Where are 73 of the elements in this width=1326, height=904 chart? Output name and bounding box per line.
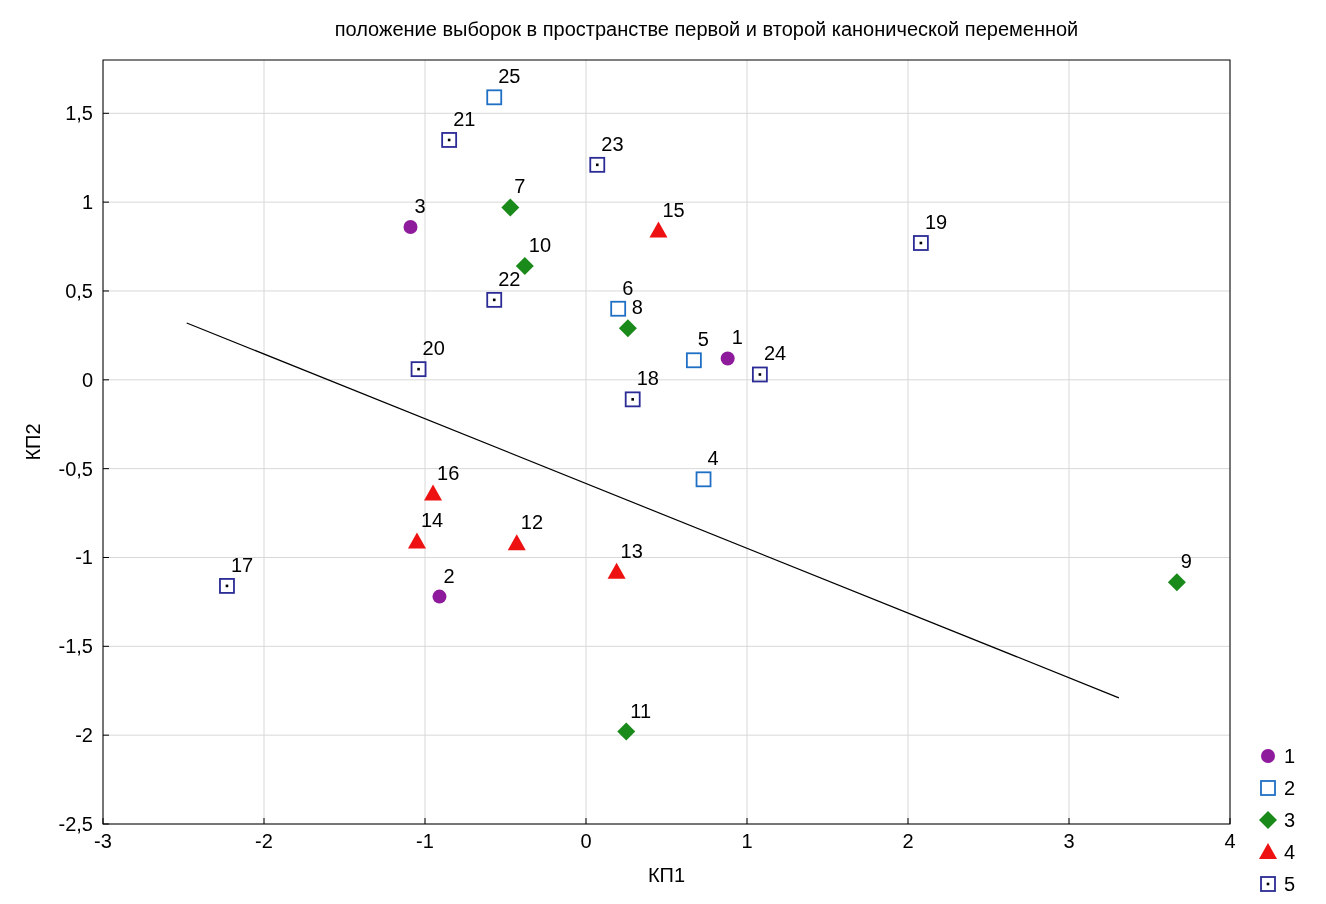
point — [410, 361, 427, 378]
y-tick-label: -2,5 — [58, 813, 93, 835]
annotation: 2 — [443, 564, 455, 587]
point — [685, 352, 702, 369]
point — [407, 532, 426, 549]
point — [486, 291, 503, 308]
annotation: 10 — [528, 234, 552, 257]
point — [507, 534, 526, 551]
chart-title: положение выборок в пространстве первой и второй канонической переменной — [334, 18, 1079, 40]
annotation: 19 — [924, 211, 948, 233]
annotation: 21 — [453, 107, 476, 130]
y-tick-label: -1 — [75, 546, 93, 569]
annotation: 18 — [636, 367, 659, 390]
annotation: 24 — [763, 342, 787, 365]
point — [424, 484, 443, 501]
annotation: 23 — [601, 132, 624, 155]
point — [912, 235, 929, 251]
x-tick-label: 0 — [580, 830, 592, 852]
point — [441, 132, 458, 148]
point — [720, 351, 735, 366]
x-tick-label: -1 — [416, 830, 434, 852]
point — [607, 562, 626, 579]
x-axis-title: КП1 — [647, 864, 686, 886]
annotation: 7 — [514, 175, 526, 198]
x-tick-label: 4 — [1224, 830, 1236, 852]
point — [403, 220, 418, 235]
annotation: 16 — [437, 461, 460, 484]
x-tick-label: -3 — [94, 830, 112, 852]
x-tick-label: -2 — [255, 830, 273, 852]
x-tick-label: 3 — [1063, 830, 1075, 852]
point — [649, 221, 668, 238]
point — [1167, 573, 1186, 592]
y-tick-label: -1,5 — [58, 635, 93, 658]
legend-label: 1 — [1284, 745, 1296, 767]
point — [501, 198, 520, 217]
annotation: 11 — [630, 699, 652, 722]
point — [219, 578, 235, 594]
y-tick-label: 0 — [81, 368, 93, 391]
annotation: 25 — [498, 65, 521, 88]
annotation: 17 — [230, 553, 254, 576]
x-tick-label: 2 — [902, 830, 914, 852]
point — [610, 300, 627, 317]
annotation: 20 — [422, 337, 445, 360]
point — [486, 89, 503, 106]
annotation: 9 — [1180, 550, 1192, 573]
y-tick-label: 1 — [81, 191, 93, 214]
annotation: 8 — [631, 296, 643, 319]
y-tick-label: 1,5 — [65, 102, 93, 125]
point — [589, 156, 606, 173]
annotation: 3 — [414, 195, 426, 218]
point — [624, 391, 641, 408]
annotation: 12 — [520, 511, 544, 534]
annotation: 14 — [420, 509, 444, 532]
point — [751, 366, 768, 383]
x-tick-label: 1 — [741, 830, 753, 852]
y-axis-title: КП2 — [22, 423, 44, 461]
legend-label: 3 — [1284, 809, 1296, 831]
annotation: 6 — [622, 276, 634, 299]
annotation: 15 — [662, 198, 685, 221]
annotation: 5 — [697, 328, 709, 351]
point — [432, 589, 447, 604]
point — [617, 722, 636, 741]
annotation: 13 — [620, 539, 643, 562]
annotation: 4 — [707, 447, 719, 470]
y-tick-label: -0,5 — [58, 457, 93, 480]
y-tick-label: 0,5 — [65, 279, 93, 302]
y-tick-label: -2 — [75, 724, 93, 747]
annotation: 22 — [498, 267, 521, 290]
point — [618, 319, 637, 338]
point — [695, 471, 712, 488]
legend-label: 2 — [1284, 777, 1296, 799]
annotation: 1 — [731, 326, 743, 349]
legend-label: 5 — [1284, 873, 1296, 895]
